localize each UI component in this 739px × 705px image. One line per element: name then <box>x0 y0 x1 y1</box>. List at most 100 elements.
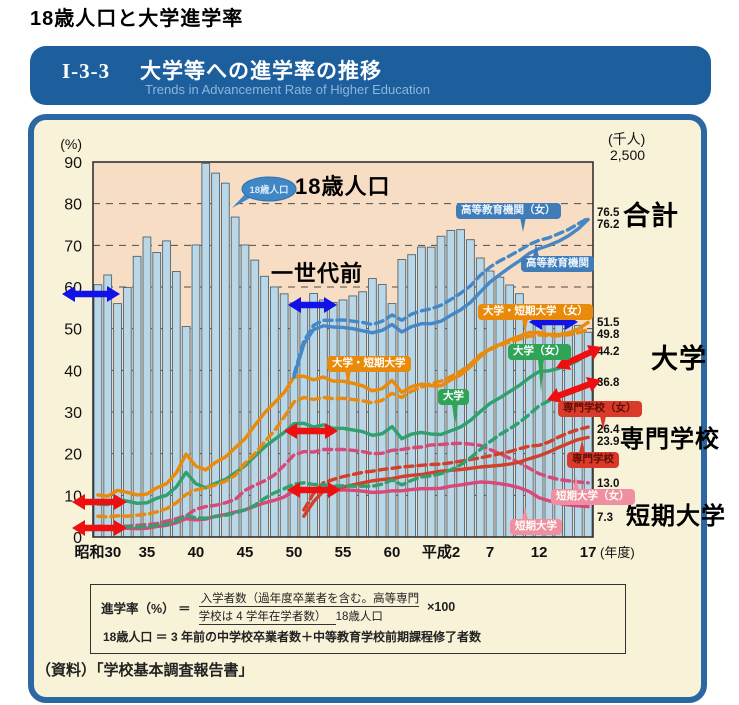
line-jc <box>96 480 590 531</box>
y-axis-tick-label: 40 <box>64 363 82 380</box>
x-axis-tick-label: 12 <box>531 544 548 561</box>
generation-gap-arrow <box>72 494 127 510</box>
legend-chip-label: 高等教育機関（女） <box>461 204 556 216</box>
x-axis-unit-label: (年度) <box>600 545 635 560</box>
population-bar <box>417 246 426 538</box>
population-bar <box>368 278 377 538</box>
legend-chip-higher-ed-women: 高等教育機関（女） <box>456 203 561 232</box>
population-bar <box>524 304 534 538</box>
formula-fraction: 入学者数（過年度卒業者を含む。高等専門 学校は 4 学年在学者数） 18歳人口 <box>198 589 420 625</box>
annotation-18yo-population: 18歳人口 <box>295 174 391 199</box>
population-definition: 18歳人口 ＝ 3 年前の中学校卒業者数＋中等教育学校前期課程修了者数 <box>103 630 482 644</box>
x-axis-tick-label: 40 <box>188 544 205 561</box>
rate-formula-box: 進学率（%） ＝ 入学者数（過年度卒業者を含む。高等専門 学校は 4 学年在学者数… <box>90 584 626 654</box>
x-axis-tick-label: 17 <box>580 544 597 561</box>
population-bar <box>191 244 201 538</box>
line-hed <box>292 217 590 379</box>
formula-denominator: 18歳人口 <box>335 611 383 623</box>
annotation-junior-college: 短期大学 <box>626 503 726 530</box>
population-bar <box>171 271 181 538</box>
banner-title: 大学等への進学率の推移 <box>140 60 382 83</box>
series-end-value-label: 49.8 <box>597 329 620 341</box>
legend-chip-label: 短期大学 <box>515 520 557 532</box>
population-bar <box>338 299 348 538</box>
x-axis-tick-label: 平成2 <box>422 543 460 561</box>
annotation-vocational-school: 専門学校 <box>620 426 720 453</box>
formula-lhs: 進学率（%） ＝ <box>101 601 191 616</box>
legend-chip-label: 大学 <box>443 390 464 402</box>
x-axis-tick-label: 7 <box>486 544 494 561</box>
population-bar <box>289 302 299 538</box>
source-note: （資料）「学校基本調査報告書」 <box>36 662 254 679</box>
y-axis-tick-label: 70 <box>64 238 82 255</box>
y-axis-tick-label: 90 <box>64 155 82 172</box>
population-bar <box>407 254 416 538</box>
population-bar <box>426 246 436 538</box>
series-end-value-label: 51.5 <box>597 317 620 329</box>
population-bar <box>181 326 191 538</box>
legend-chip-label: 専門学校（女） <box>563 402 637 414</box>
legend-chip-univ: 大学 <box>438 389 469 426</box>
population-bar <box>348 295 358 538</box>
population-bar <box>250 259 260 538</box>
series-end-value-label: 76.2 <box>597 219 619 231</box>
x-axis-tick-label: 35 <box>139 544 156 561</box>
series-end-value-label: 76.5 <box>597 207 620 219</box>
population-bar <box>505 284 515 538</box>
formula-multiplier: ×100 <box>427 600 456 614</box>
x-axis-tick-label: 55 <box>335 544 352 561</box>
population-bar <box>456 229 465 538</box>
population-bubble <box>241 176 297 202</box>
page-title: 18歳人口と大学進学率 <box>30 8 244 30</box>
line-univ <box>96 351 590 507</box>
y-axis-tick-label: 30 <box>64 405 82 422</box>
y-axis-unit-right: (千人) <box>608 131 645 147</box>
generation-gap-arrow <box>556 345 602 370</box>
legend-chip-jc-women: 短期大学（女） <box>551 477 635 505</box>
y-axis-unit-left: (%) <box>60 136 82 152</box>
legend-chip-label: 大学・短期大学（女） <box>483 305 588 317</box>
x-axis-tick-label: 50 <box>286 544 303 561</box>
population-bubble-label: 18歳人口 <box>249 184 288 196</box>
x-axis-tick-label: 45 <box>237 544 254 561</box>
generation-gap-arrow <box>547 377 601 403</box>
legend-chip-senmon: 専門学校 <box>567 440 619 468</box>
legend-chip-label: 高等教育機関 <box>526 257 589 269</box>
population-bar <box>475 257 485 538</box>
legend-chip-univ-jc: 大学・短期大学 <box>327 356 411 385</box>
population-bar <box>152 251 162 538</box>
legend-chip-higher-ed: 高等教育機関 <box>521 244 594 272</box>
generation-gap-arrow <box>72 520 127 536</box>
generation-gap-arrow <box>62 286 120 302</box>
population-bubble-tail <box>232 192 250 208</box>
line-univ_jc <box>96 320 590 498</box>
legend-chip-label: 短期大学（女） <box>556 490 630 502</box>
y-axis-tick-label: 0 <box>73 530 82 547</box>
series-end-value-label: 7.3 <box>597 512 613 524</box>
section-number: I-3-3 <box>62 59 111 83</box>
legend-chip-label: 専門学校 <box>572 453 614 465</box>
x-axis-tick-label: 昭和30 <box>75 544 122 561</box>
banner-subtitle: Trends in Advancement Rate of Higher Edu… <box>145 82 430 97</box>
generation-gap-arrow <box>288 297 337 313</box>
legend-chip-label: 大学・短期大学 <box>332 357 406 369</box>
population-bar <box>319 299 328 538</box>
series-end-value-label: 23.9 <box>597 436 619 448</box>
formula-numerator: 入学者数（過年度卒業者を含む。高等専門 学校は 4 学年在学者数） <box>198 593 420 625</box>
legend-chip-senmon-women: 専門学校（女） <box>558 401 642 430</box>
annotation-total: 合計 <box>623 201 679 231</box>
series-end-value-label: 13.0 <box>597 478 619 490</box>
y-axis-right-max-label: 2,500 <box>610 147 645 163</box>
generation-gap-arrow <box>287 482 341 498</box>
population-bar <box>328 302 338 538</box>
line-univ_w <box>96 382 590 530</box>
legend-chip-univ-women: 大学（女） <box>508 344 571 392</box>
annotation-university: 大学 <box>651 344 707 374</box>
line-senmon_w <box>302 425 590 512</box>
series-end-value-label: 36.8 <box>597 377 620 389</box>
population-bar <box>201 162 211 538</box>
generation-gap-arrow <box>284 423 338 439</box>
x-axis-tick-label: 60 <box>384 544 401 561</box>
